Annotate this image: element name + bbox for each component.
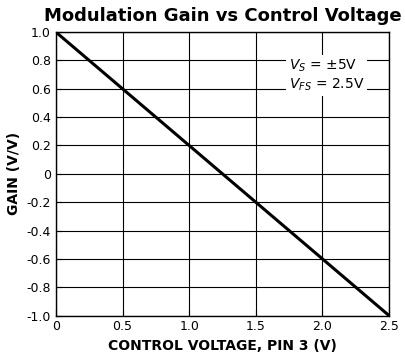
X-axis label: CONTROL VOLTAGE, PIN 3 (V): CONTROL VOLTAGE, PIN 3 (V)	[108, 339, 336, 353]
Title: Modulation Gain vs Control Voltage: Modulation Gain vs Control Voltage	[44, 7, 400, 25]
Text: $V_S$ = ±5V
$V_{FS}$ = 2.5V: $V_S$ = ±5V $V_{FS}$ = 2.5V	[288, 58, 364, 93]
Y-axis label: GAIN (V/V): GAIN (V/V)	[7, 132, 21, 215]
